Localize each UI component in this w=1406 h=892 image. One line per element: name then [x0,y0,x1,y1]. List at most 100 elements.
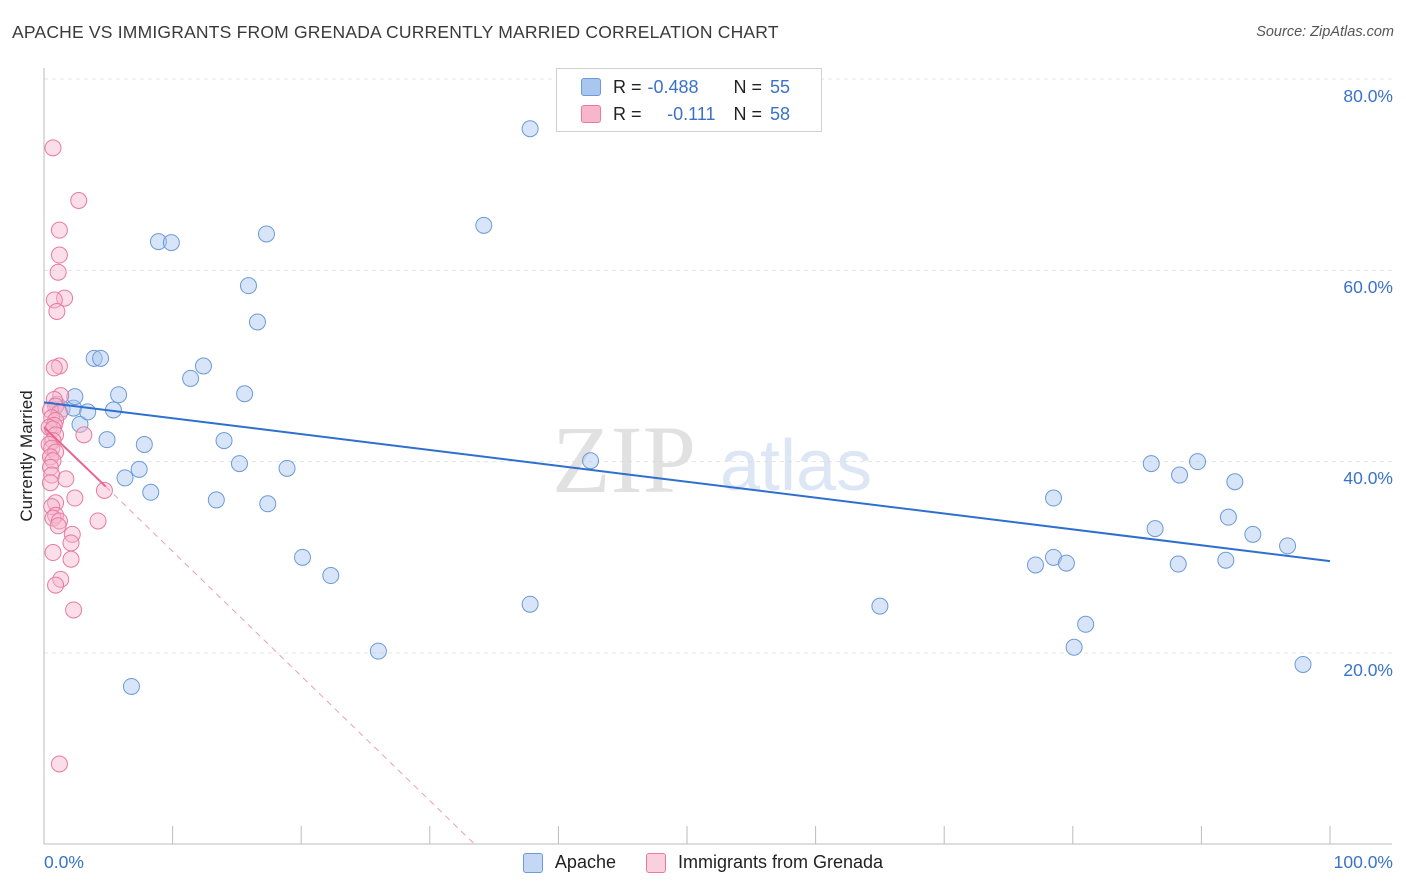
legend-item-grenada: Immigrants from Grenada [645,852,884,873]
point-grenada [48,302,66,320]
point-apache [1279,537,1297,555]
legend-r-value: -0.488 [647,76,699,97]
point-grenada [57,470,75,488]
y-axis-label: Currently Married [17,390,36,522]
point-apache [92,349,110,367]
point-grenada [66,489,84,507]
trend-line-grenada [43,426,107,488]
point-apache [236,385,254,403]
y-tick-label-60: 60.0% [1343,277,1393,297]
y-tick-label-40: 40.0% [1343,468,1393,488]
point-apache [257,225,275,243]
legend-label-apache: Apache [554,852,616,872]
point-grenada [50,221,68,239]
point-grenada [95,481,113,499]
point-apache [110,386,128,404]
legend-label-grenada: Immigrants from Grenada [677,852,884,872]
point-grenada [44,452,62,470]
point-apache [122,677,140,695]
point-apache [130,460,148,478]
point-apache [85,349,103,367]
trend-line-apache [43,401,1331,563]
point-apache [71,415,89,433]
legend-n-label: N = [733,76,763,97]
point-apache [1294,655,1312,673]
x-tick-label-min: 0.0% [44,852,84,872]
point-apache [369,642,387,660]
watermark-atlas: atlas [720,426,872,506]
point-grenada [89,512,107,530]
point-apache [182,369,200,387]
point-apache [871,597,889,615]
point-grenada [63,525,81,543]
y-tick-label-80: 80.0% [1343,86,1393,106]
point-grenada [49,517,67,535]
legend-swatch-grenada [581,105,601,123]
stats-legend: R = -0.488 N = 55 R = -0.111 N = 58 [556,68,822,132]
point-grenada [44,544,62,562]
point-apache [162,234,180,252]
watermark: ZIP atlas [552,406,872,513]
point-apache [135,435,153,453]
point-apache [322,567,340,585]
point-apache [1226,473,1244,491]
point-apache [1045,489,1063,507]
point-apache [194,357,212,375]
y-tick-label-20: 20.0% [1343,660,1393,680]
point-grenada [62,550,80,568]
point-apache [98,431,116,449]
point-apache [207,491,225,509]
axes [43,68,1392,845]
legend-r-label: R = [613,76,642,97]
legend-swatch-grenada [645,852,666,873]
point-apache [230,455,248,473]
point-apache [239,277,257,295]
point-apache [475,216,493,234]
point-apache [66,388,84,406]
point-apache [582,452,600,470]
point-apache [1244,525,1262,543]
point-apache [1077,615,1095,633]
point-apache [1142,455,1160,473]
series-legend: Apache Immigrants from Grenada [0,852,1406,873]
point-grenada [70,191,88,209]
point-apache [521,120,539,138]
legend-r-value: -0.111 [667,103,716,124]
legend-n-label: N = [733,103,763,124]
point-apache [1169,555,1187,573]
point-apache [248,313,266,331]
x-tick-label-max: 100.0% [1333,852,1393,872]
legend-swatch-apache [522,852,543,873]
point-apache [149,233,167,251]
point-grenada [62,534,80,552]
watermark-zip: ZIP [552,406,696,513]
point-grenada [65,601,83,619]
point-grenada [49,263,67,281]
point-grenada [44,139,62,157]
point-apache [215,432,233,450]
point-grenada [50,246,68,264]
source-label: Source: ZipAtlas.com [1256,24,1394,40]
point-grenada [47,576,65,594]
legend-row-grenada: R = -0.111 N = 58 [581,102,790,126]
point-apache [1065,638,1083,656]
point-apache [259,495,277,513]
point-apache [1219,508,1237,526]
point-grenada [45,359,63,377]
legend-swatch-apache [581,78,601,96]
point-apache [1217,551,1235,569]
legend-n-value: 58 [770,103,791,124]
point-apache [1189,453,1207,471]
data-points [40,120,1312,773]
legend-row-apache: R = -0.488 N = 55 [581,75,790,99]
legend-n-value: 55 [770,76,791,97]
point-apache [1171,466,1189,484]
point-grenada [75,426,93,444]
legend-r-label: R = [613,103,642,124]
point-apache [1027,556,1045,574]
trend-lines [43,401,1331,845]
point-grenada [50,755,68,773]
trend-line-extension-grenada [105,486,476,845]
gridlines [44,78,1392,654]
